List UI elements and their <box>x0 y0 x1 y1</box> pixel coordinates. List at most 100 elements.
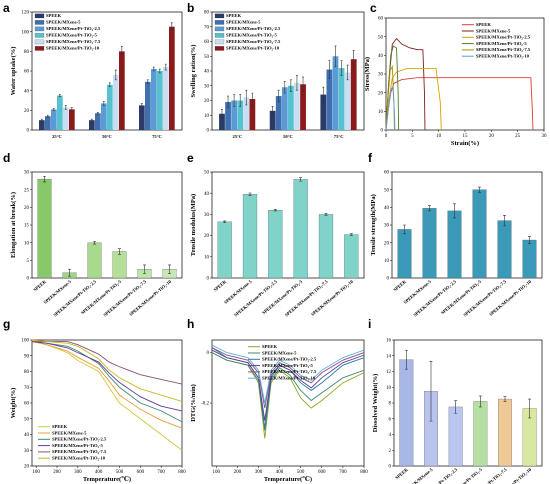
bar <box>219 113 225 130</box>
legend-label: SPEEK/MXene/Pt-TiO₂-2.5 <box>52 437 107 442</box>
bar <box>37 178 52 279</box>
error-bar <box>283 81 286 94</box>
x-tick-label: 500 <box>297 470 305 475</box>
category-label: 50°C <box>283 134 293 139</box>
bar <box>288 85 294 130</box>
y-tick-label: 10 <box>384 259 390 264</box>
legend-swatch <box>214 39 225 45</box>
series-line <box>385 86 396 131</box>
series-line <box>211 352 365 431</box>
category-label: SPEEK/MXene/Pt-TiO₂-10 <box>310 278 354 316</box>
error-bar <box>478 186 481 193</box>
bar <box>163 67 169 130</box>
legend-label: SPEEK/MXene/Pt-TiO₂-7.5 <box>226 39 281 44</box>
y-tick-label: 20 <box>204 234 210 239</box>
error-bar <box>346 64 349 81</box>
x-tick-label: 600 <box>137 470 145 475</box>
category-label: SPEEK <box>32 279 47 293</box>
bar <box>87 242 102 279</box>
y-tick-label: 20 <box>384 241 390 246</box>
y-tick-label: 20 <box>24 206 30 211</box>
y-tick-label: 30 <box>24 449 30 454</box>
x-tick-label: 5 <box>411 134 414 139</box>
y-tick-label: 20 <box>24 109 30 114</box>
error-bar <box>143 264 146 274</box>
legend-label: SPEEK/MXene-5 <box>52 430 87 435</box>
error-bar <box>403 224 406 235</box>
series-line <box>32 341 183 385</box>
error-bar <box>404 349 408 370</box>
x-axis-label: Strain(%) <box>451 140 479 147</box>
panel-a: a 0 20 40 60 80 100 120 Water uptake(%) 25°C 50°C 7… <box>3 1 183 139</box>
y-tick-label: 8 <box>389 402 392 407</box>
y-tick-label: 100 <box>22 30 30 35</box>
y-tick-label: 0 <box>207 351 210 356</box>
y-axis-label: Elongation at break(%) <box>10 192 17 258</box>
x-tick-label: 300 <box>255 470 263 475</box>
bar <box>300 84 306 130</box>
x-tick-label: 100 <box>32 470 40 475</box>
legend-label: SPEEK/MXene-5 <box>262 350 297 355</box>
legend-label: SPEEK/MXene/Pt-TiO₂-2.5 <box>476 35 531 40</box>
error-bar <box>68 268 71 277</box>
panel-letter: e <box>187 151 194 165</box>
error-bar <box>248 192 252 196</box>
y-tick-label: 50 <box>378 35 384 40</box>
panel-letter: a <box>3 1 10 15</box>
y-axis-label: DTG(%/min) <box>190 384 197 422</box>
legend-swatch <box>34 20 45 25</box>
plot-frame <box>391 171 543 279</box>
bar <box>231 100 238 130</box>
series-line <box>211 344 365 404</box>
error-bar <box>454 400 458 414</box>
plot-frame <box>31 171 183 279</box>
series-line <box>211 347 365 409</box>
error-bar <box>227 95 230 109</box>
legend-label: SPEEK <box>46 13 61 18</box>
bar <box>268 210 283 279</box>
series-line <box>211 349 365 421</box>
error-bar <box>273 209 277 212</box>
bar <box>39 120 45 130</box>
y-tick-label: 14 <box>386 354 392 359</box>
error-bar <box>93 240 96 245</box>
y-tick-label: 60 <box>24 70 30 75</box>
x-tick-label: 500 <box>116 470 124 475</box>
error-bar <box>223 220 227 223</box>
error-bar <box>40 118 43 122</box>
error-bar <box>58 94 61 97</box>
y-tick-label: 50 <box>204 55 210 60</box>
y-tick-label: 10 <box>386 386 392 391</box>
plot-frame <box>211 171 365 279</box>
bar <box>57 95 63 130</box>
bar <box>399 359 414 467</box>
bar <box>89 120 95 130</box>
error-bar <box>503 396 507 402</box>
y-axis-label: Tensile modulus(MPa) <box>190 194 197 256</box>
x-tick-label: 700 <box>339 470 347 475</box>
panel-e: e 0 10 20 30 40 50 Tensile modulus(MPa) SPEEK SPE… <box>187 151 365 318</box>
y-tick-label: 0 <box>207 129 210 134</box>
y-tick-label: 40 <box>204 70 210 75</box>
error-bar <box>96 112 99 115</box>
y-tick-label: 30 <box>378 73 384 78</box>
bar <box>112 251 127 279</box>
error-bar <box>245 89 248 106</box>
legend-swatch <box>34 26 45 32</box>
x-tick-label: 700 <box>157 470 165 475</box>
y-tick-label: 30 <box>384 224 390 229</box>
series-line <box>31 341 183 429</box>
error-bar <box>478 395 482 408</box>
panel-b: b 0 10 20 30 40 50 60 70 80 Swelling ration(%) 25°C… <box>187 1 365 139</box>
legend-label: SPEEK/MXene/Pt-TiO₂-2.5 <box>262 357 317 362</box>
error-bar <box>90 118 93 122</box>
y-tick-label: 2 <box>389 449 392 454</box>
legend-swatch <box>34 33 45 38</box>
panel-letter: h <box>187 317 194 331</box>
y-tick-label: 10 <box>378 110 384 115</box>
y-tick-label: 0 <box>207 277 210 282</box>
legend-label: SPEEK/MXene-5 <box>476 28 511 33</box>
x-tick-label: 25 <box>515 134 521 139</box>
panel-letter: c <box>370 1 377 15</box>
bar <box>119 51 125 131</box>
